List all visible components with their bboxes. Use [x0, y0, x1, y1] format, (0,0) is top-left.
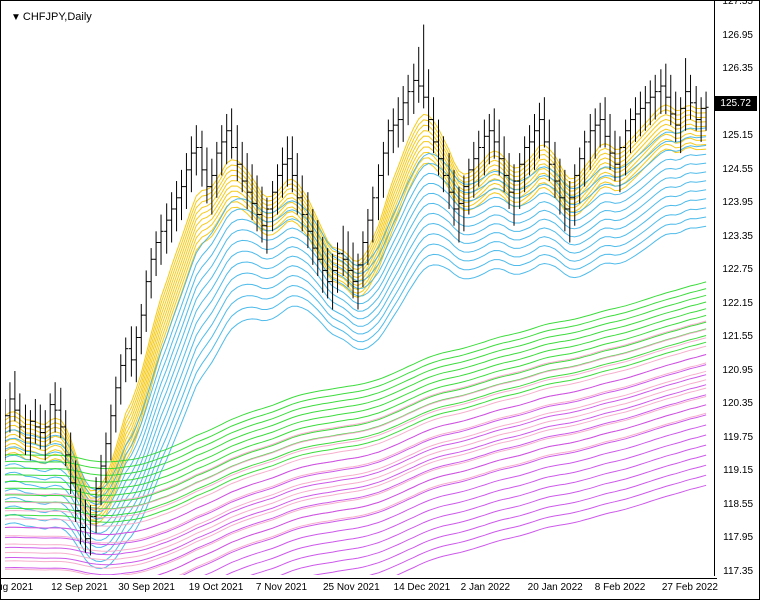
- y-tick-label: 124.55: [722, 164, 753, 175]
- y-tick-label: 117.95: [723, 532, 753, 543]
- y-axis: 127.55 126.95 126.35 125.72 125.15 124.55 123.…: [715, 1, 757, 576]
- y-tick-label: 119.75: [723, 432, 753, 443]
- candlestick-layer: [5, 5, 711, 575]
- x-tick-label: 2 Jan 2022: [461, 582, 511, 593]
- chart-plot-area[interactable]: ▼ CHFJPY,Daily: [5, 5, 715, 575]
- x-tick-label: 30 Sep 2021: [118, 582, 175, 593]
- y-tick-label: 122.15: [722, 298, 753, 309]
- y-tick-label: 121.55: [722, 331, 753, 342]
- y-tick-label: 122.75: [722, 264, 753, 275]
- y-tick-label: 127.55: [722, 0, 753, 7]
- symbol-timeframe-dropdown[interactable]: ▼ CHFJPY,Daily: [11, 11, 92, 23]
- y-tick-label: 117.35: [723, 566, 753, 577]
- x-tick-label: 27 Feb 2022: [662, 582, 718, 593]
- y-tick-label: 119.15: [723, 465, 753, 476]
- x-tick-label: 12 Sep 2021: [51, 582, 108, 593]
- y-tick-label: 120.95: [722, 365, 753, 376]
- y-tick-label: 123.95: [722, 197, 753, 208]
- dropdown-arrow-icon: ▼: [11, 12, 21, 23]
- x-tick-label: 25 Nov 2021: [323, 582, 380, 593]
- y-tick-label: 126.95: [722, 30, 753, 41]
- chart-title: CHFJPY,Daily: [23, 11, 92, 23]
- y-tick-label: 123.35: [722, 231, 753, 242]
- y-tick-label: 118.55: [723, 499, 753, 510]
- x-tick-label: 24 Aug 2021: [0, 582, 33, 593]
- x-tick-label: 14 Dec 2021: [394, 582, 451, 593]
- x-axis: 24 Aug 202112 Sep 202130 Sep 202119 Oct …: [5, 579, 711, 597]
- x-tick-label: 20 Jan 2022: [528, 582, 583, 593]
- x-tick-label: 8 Feb 2022: [595, 582, 646, 593]
- x-tick-label: 19 Oct 2021: [189, 582, 243, 593]
- y-tick-label: 126.35: [722, 63, 753, 74]
- current-price-badge: 125.72: [714, 96, 757, 111]
- y-tick-label: 125.15: [722, 130, 753, 141]
- x-tick-label: 7 Nov 2021: [256, 582, 307, 593]
- chart-container: ▼ CHFJPY,Daily 127.55126.95126.35125.721…: [0, 0, 760, 600]
- y-tick-label: 120.35: [722, 398, 753, 409]
